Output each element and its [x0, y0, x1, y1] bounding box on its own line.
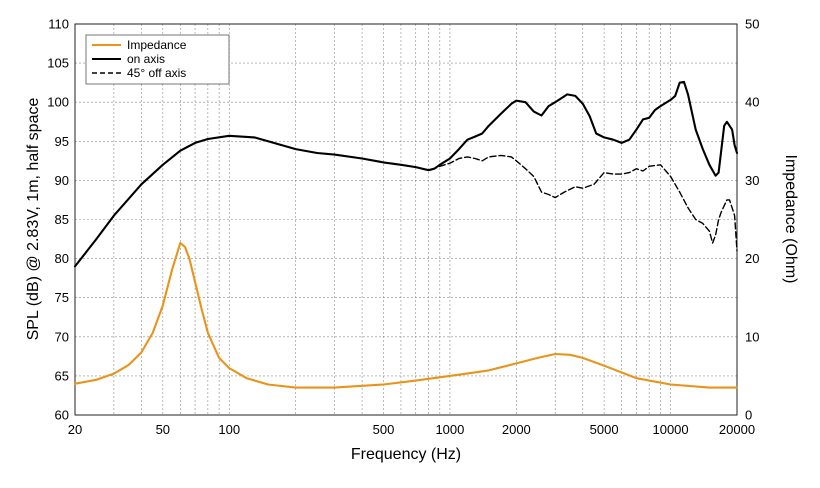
legend-label-on-axis: on axis: [127, 52, 165, 66]
x-tick-label: 20: [68, 422, 82, 437]
x-tick-label: 10000: [652, 422, 688, 437]
y-tick-label: 60: [55, 408, 69, 423]
legend: Impedance on axis 45° off axis: [85, 34, 230, 85]
series-layer: [73, 80, 739, 389]
y2-tick-label: 30: [745, 173, 759, 188]
y-tick-label: 105: [47, 56, 69, 71]
y-tick-label: 80: [55, 251, 69, 266]
x-tick-label: 500: [373, 422, 395, 437]
y-tick-label: 100: [47, 95, 69, 110]
y2-tick-label: 40: [745, 95, 759, 110]
tick-labels: 20 50 100 500 1000 2000 5000 10000 2000060657075…: [47, 17, 759, 438]
x-tick-label: 5000: [590, 422, 619, 437]
x-tick-label: 1000: [435, 422, 464, 437]
plot-frame: [74, 23, 738, 416]
y2-tick-label: 0: [745, 408, 752, 423]
y2-tick-label: 10: [745, 329, 759, 344]
y2-tick-label: 50: [745, 17, 759, 32]
y2-tick-label: 20: [745, 251, 759, 266]
y-tick-label: 75: [55, 290, 69, 305]
y-tick-label: 85: [55, 212, 69, 227]
series-line-on-axis: [73, 80, 739, 268]
legend-label-off-axis: 45° off axis: [127, 66, 186, 80]
y-tick-label: 95: [55, 134, 69, 149]
y2-axis-label: Impedance (Ohm): [782, 155, 799, 284]
y-axis-label: SPL (dB) @ 2.83V, 1m, half space: [25, 98, 42, 341]
series-line-impedance: [73, 241, 739, 389]
y-tick-label: 110: [48, 17, 69, 32]
y-tick-label: 65: [55, 368, 69, 383]
y-tick-label: 90: [55, 173, 69, 188]
x-tick-label: 50: [156, 422, 170, 437]
x-tick-label: 20000: [719, 422, 755, 437]
x-tick-label: 2000: [502, 422, 531, 437]
y-tick-label: 70: [55, 329, 69, 344]
grid-lines: [75, 24, 737, 415]
x-axis-label: Frequency (Hz): [351, 446, 461, 463]
legend-label-impedance: Impedance: [127, 38, 187, 52]
x-tick-label: 100: [218, 422, 240, 437]
